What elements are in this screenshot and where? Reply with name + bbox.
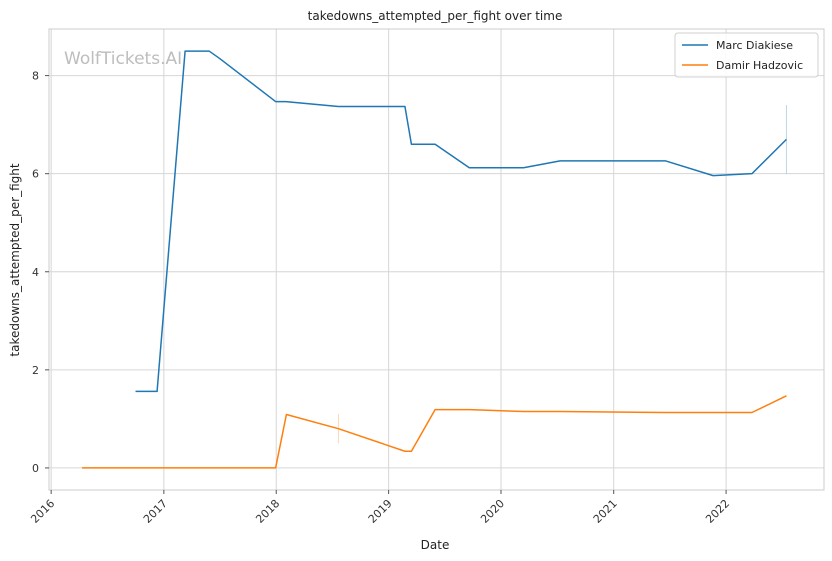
y-tick-label: 4 (32, 266, 39, 279)
y-axis-label: takedowns_attempted_per_fight (8, 163, 22, 356)
plot-frame (48, 28, 825, 491)
y-tick-label: 6 (32, 168, 39, 181)
y-tick-label: 0 (32, 462, 39, 475)
chart-title: takedowns_attempted_per_fight over time (308, 9, 563, 23)
y-tick-layer: 0 2 4 6 8 (32, 70, 49, 475)
legend-box (674, 32, 819, 78)
legend-label-marc-diakiese: Marc Diakiese (716, 39, 793, 52)
series-line-damir-hadzovic (81, 395, 787, 469)
series-layer (81, 50, 787, 469)
series-line-marc-diakiese (135, 50, 787, 393)
y-tick-label: 2 (32, 364, 39, 377)
x-axis-label: Date (421, 538, 450, 552)
watermark-text: WolfTickets.AI (64, 49, 182, 69)
legend: Marc Diakiese Damir Hadzovic (674, 32, 819, 78)
y-tick-label: 8 (32, 70, 39, 83)
legend-label-damir-hadzovic: Damir Hadzovic (716, 59, 803, 72)
grid-layer (49, 29, 824, 490)
